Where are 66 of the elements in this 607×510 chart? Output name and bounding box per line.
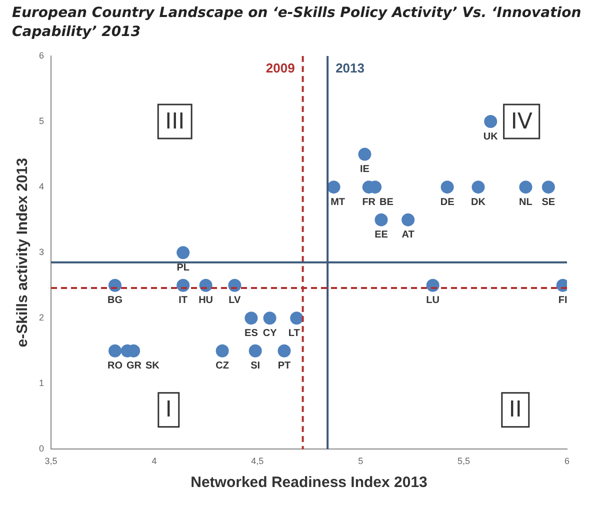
data-label: RO [107, 360, 123, 372]
point [248, 344, 262, 358]
data-label: NL [519, 196, 532, 208]
point [358, 148, 372, 161]
point [440, 180, 454, 194]
point [176, 246, 190, 260]
point [244, 312, 258, 325]
data-label: MT [330, 196, 346, 208]
data-label: ES [244, 328, 258, 339]
point [108, 344, 122, 358]
data-label: LT [288, 328, 300, 339]
chart-title: European Country Landscape on ‘e-Skills Policy Activity’ Vs. ‘Innovation Capability’ 2013 [12, 4, 582, 42]
y-tick-label: 0 [38, 444, 44, 454]
data-label: FR [362, 196, 376, 208]
y-tick-label: 4 [38, 182, 44, 192]
y-axis-title: e-Skills activity Index 2013 [14, 158, 32, 348]
data-label: CY [262, 328, 278, 339]
data-label: FI [558, 295, 568, 306]
point [263, 312, 276, 325]
x-tick-label: 5,5 [458, 456, 470, 466]
data-label: DK [471, 196, 486, 208]
y-tick-label: 6 [38, 50, 44, 60]
point [278, 344, 291, 358]
point [327, 180, 340, 194]
y-tick-label: 2 [38, 312, 44, 323]
data-label: IT [178, 295, 188, 306]
data-label: IE [360, 164, 370, 176]
annotation: 2013 [336, 60, 364, 76]
annotation: IV [510, 109, 532, 134]
data-label: LU [426, 295, 440, 306]
point [290, 312, 304, 325]
data-label: PL [176, 262, 190, 274]
data-label: GR [126, 360, 142, 372]
point [374, 213, 388, 226]
data-label: PT [278, 360, 291, 372]
x-tick-label: 6 [564, 456, 570, 466]
point [484, 115, 498, 128]
data-label: HU [198, 295, 214, 306]
data-label: DE [440, 196, 455, 208]
x-tick-label: 5 [358, 456, 364, 466]
annotation: III [165, 109, 185, 134]
y-tick-label: 1 [38, 378, 44, 388]
point [519, 180, 532, 194]
data-label: UK [483, 131, 499, 142]
x-tick-label: 4,5 [251, 456, 264, 466]
point [542, 180, 555, 194]
x-tick-label: 3,5 [44, 456, 58, 466]
y-tick-label: 5 [38, 116, 44, 126]
data-label: SK [145, 360, 160, 372]
x-axis-title: Networked Readiness Index 2013 [190, 474, 428, 492]
x-tick-label: 4 [152, 456, 157, 466]
point [472, 180, 485, 194]
data-label: SI [250, 360, 260, 372]
annotation: I [165, 398, 172, 423]
point [216, 344, 229, 358]
data-label: LV [228, 295, 242, 306]
annotation: 2009 [266, 60, 295, 76]
data-label: SE [542, 196, 556, 208]
data-label: EE [374, 230, 388, 241]
data-label: BG [107, 295, 123, 306]
data-label: CZ [216, 360, 229, 372]
y-tick-label: 3 [38, 247, 44, 258]
point [402, 213, 415, 226]
data-label: BE [380, 196, 394, 208]
annotation: II [508, 398, 522, 423]
data-label: AT [402, 230, 414, 241]
